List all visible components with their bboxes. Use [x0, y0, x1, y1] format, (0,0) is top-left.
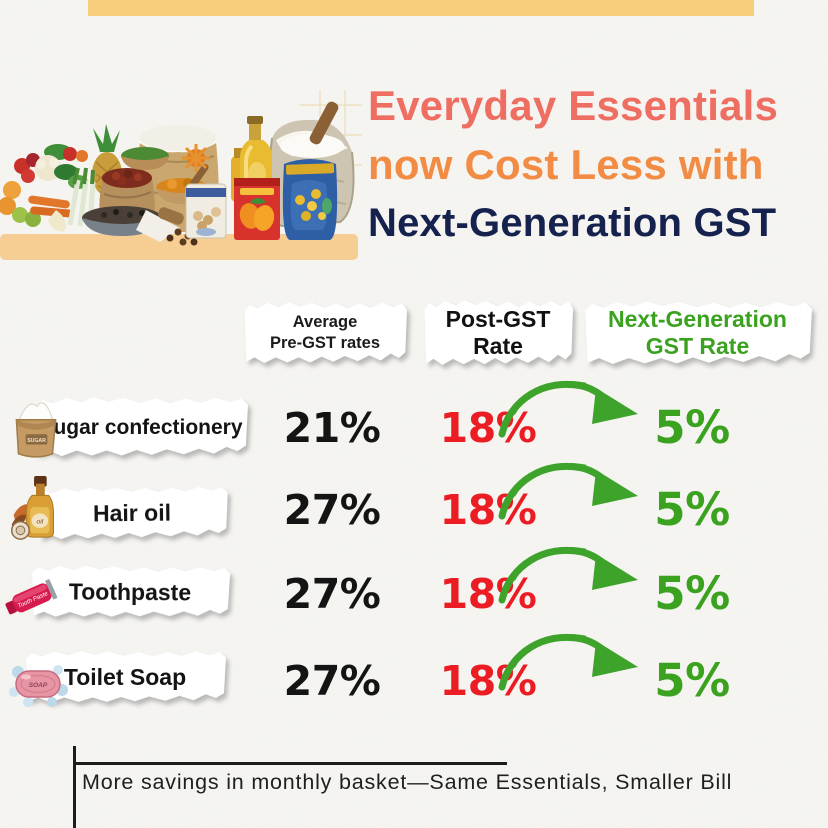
- footer-vertical-rule: [73, 746, 76, 828]
- footer-tagline: More savings in monthly basket—Same Esse…: [82, 770, 733, 794]
- title-line-1: Everyday Essentials: [368, 82, 779, 129]
- column-header-next-gen-gst: Next-Generation GST Rate: [583, 300, 812, 366]
- column-header-post-gst: Post-GST Rate: [423, 299, 573, 367]
- pre-gst-value: 27%: [283, 657, 381, 705]
- mango-can-illustration: [234, 178, 280, 240]
- product-name: Hair oil: [92, 499, 172, 526]
- grocery-collage-illustration: [0, 90, 362, 260]
- svg-text:SUGAR: SUGAR: [27, 438, 46, 444]
- sunflower-illustration: [182, 144, 210, 172]
- snack-pouch-illustration: [282, 159, 338, 240]
- next-gen-gst-value: 5%: [654, 483, 730, 536]
- header-text: Rate: [473, 333, 523, 359]
- toothpaste-icon: Tooth Paste: [5, 579, 58, 615]
- header-text: GST Rate: [645, 333, 750, 359]
- next-gen-gst-value: 5%: [654, 401, 730, 454]
- toilet-soap-icon: SOAP: [9, 665, 68, 707]
- top-accent-bar: [88, 0, 754, 16]
- pre-gst-value: 27%: [283, 570, 381, 618]
- pre-gst-value: 27%: [283, 486, 381, 534]
- product-name: Toilet Soap: [63, 663, 187, 690]
- title-line-2: now Cost Less with: [368, 141, 764, 188]
- rate-cut-arrow-icon: [498, 463, 638, 520]
- hair-oil-icon: oil: [10, 475, 54, 540]
- product-label-sugar-confectionery: Sugar confectionery: [34, 396, 248, 458]
- product-name: Toothpaste: [68, 577, 192, 606]
- title-line-3: Next-Generation GST: [368, 201, 777, 245]
- header-text: Average: [292, 313, 358, 331]
- vegetables-illustration: [0, 144, 96, 232]
- sugar-sack-icon: SUGAR: [15, 402, 57, 458]
- svg-text:SOAP: SOAP: [29, 682, 48, 689]
- pre-gst-value: 21%: [283, 404, 381, 452]
- header-text: Post-GST: [445, 306, 551, 332]
- header-text: Next-Generation: [608, 306, 787, 332]
- next-gen-gst-value: 5%: [654, 654, 730, 707]
- svg-text:oil: oil: [36, 519, 43, 526]
- rate-cut-arrow-icon: [498, 634, 638, 691]
- column-header-pre-gst: Average Pre-GST rates: [243, 301, 407, 365]
- next-gen-gst-value: 5%: [654, 567, 730, 620]
- footer-horizontal-rule: [73, 762, 507, 765]
- rate-cut-arrow-icon: [498, 547, 638, 604]
- dryfruit-can-illustration: [185, 183, 227, 239]
- page-title: Everyday Essentials now Cost Less with N…: [368, 76, 820, 253]
- product-name: Sugar confectionery: [39, 415, 243, 439]
- header-text: Pre-GST rates: [269, 334, 381, 352]
- rate-cut-arrow-icon: [498, 381, 638, 438]
